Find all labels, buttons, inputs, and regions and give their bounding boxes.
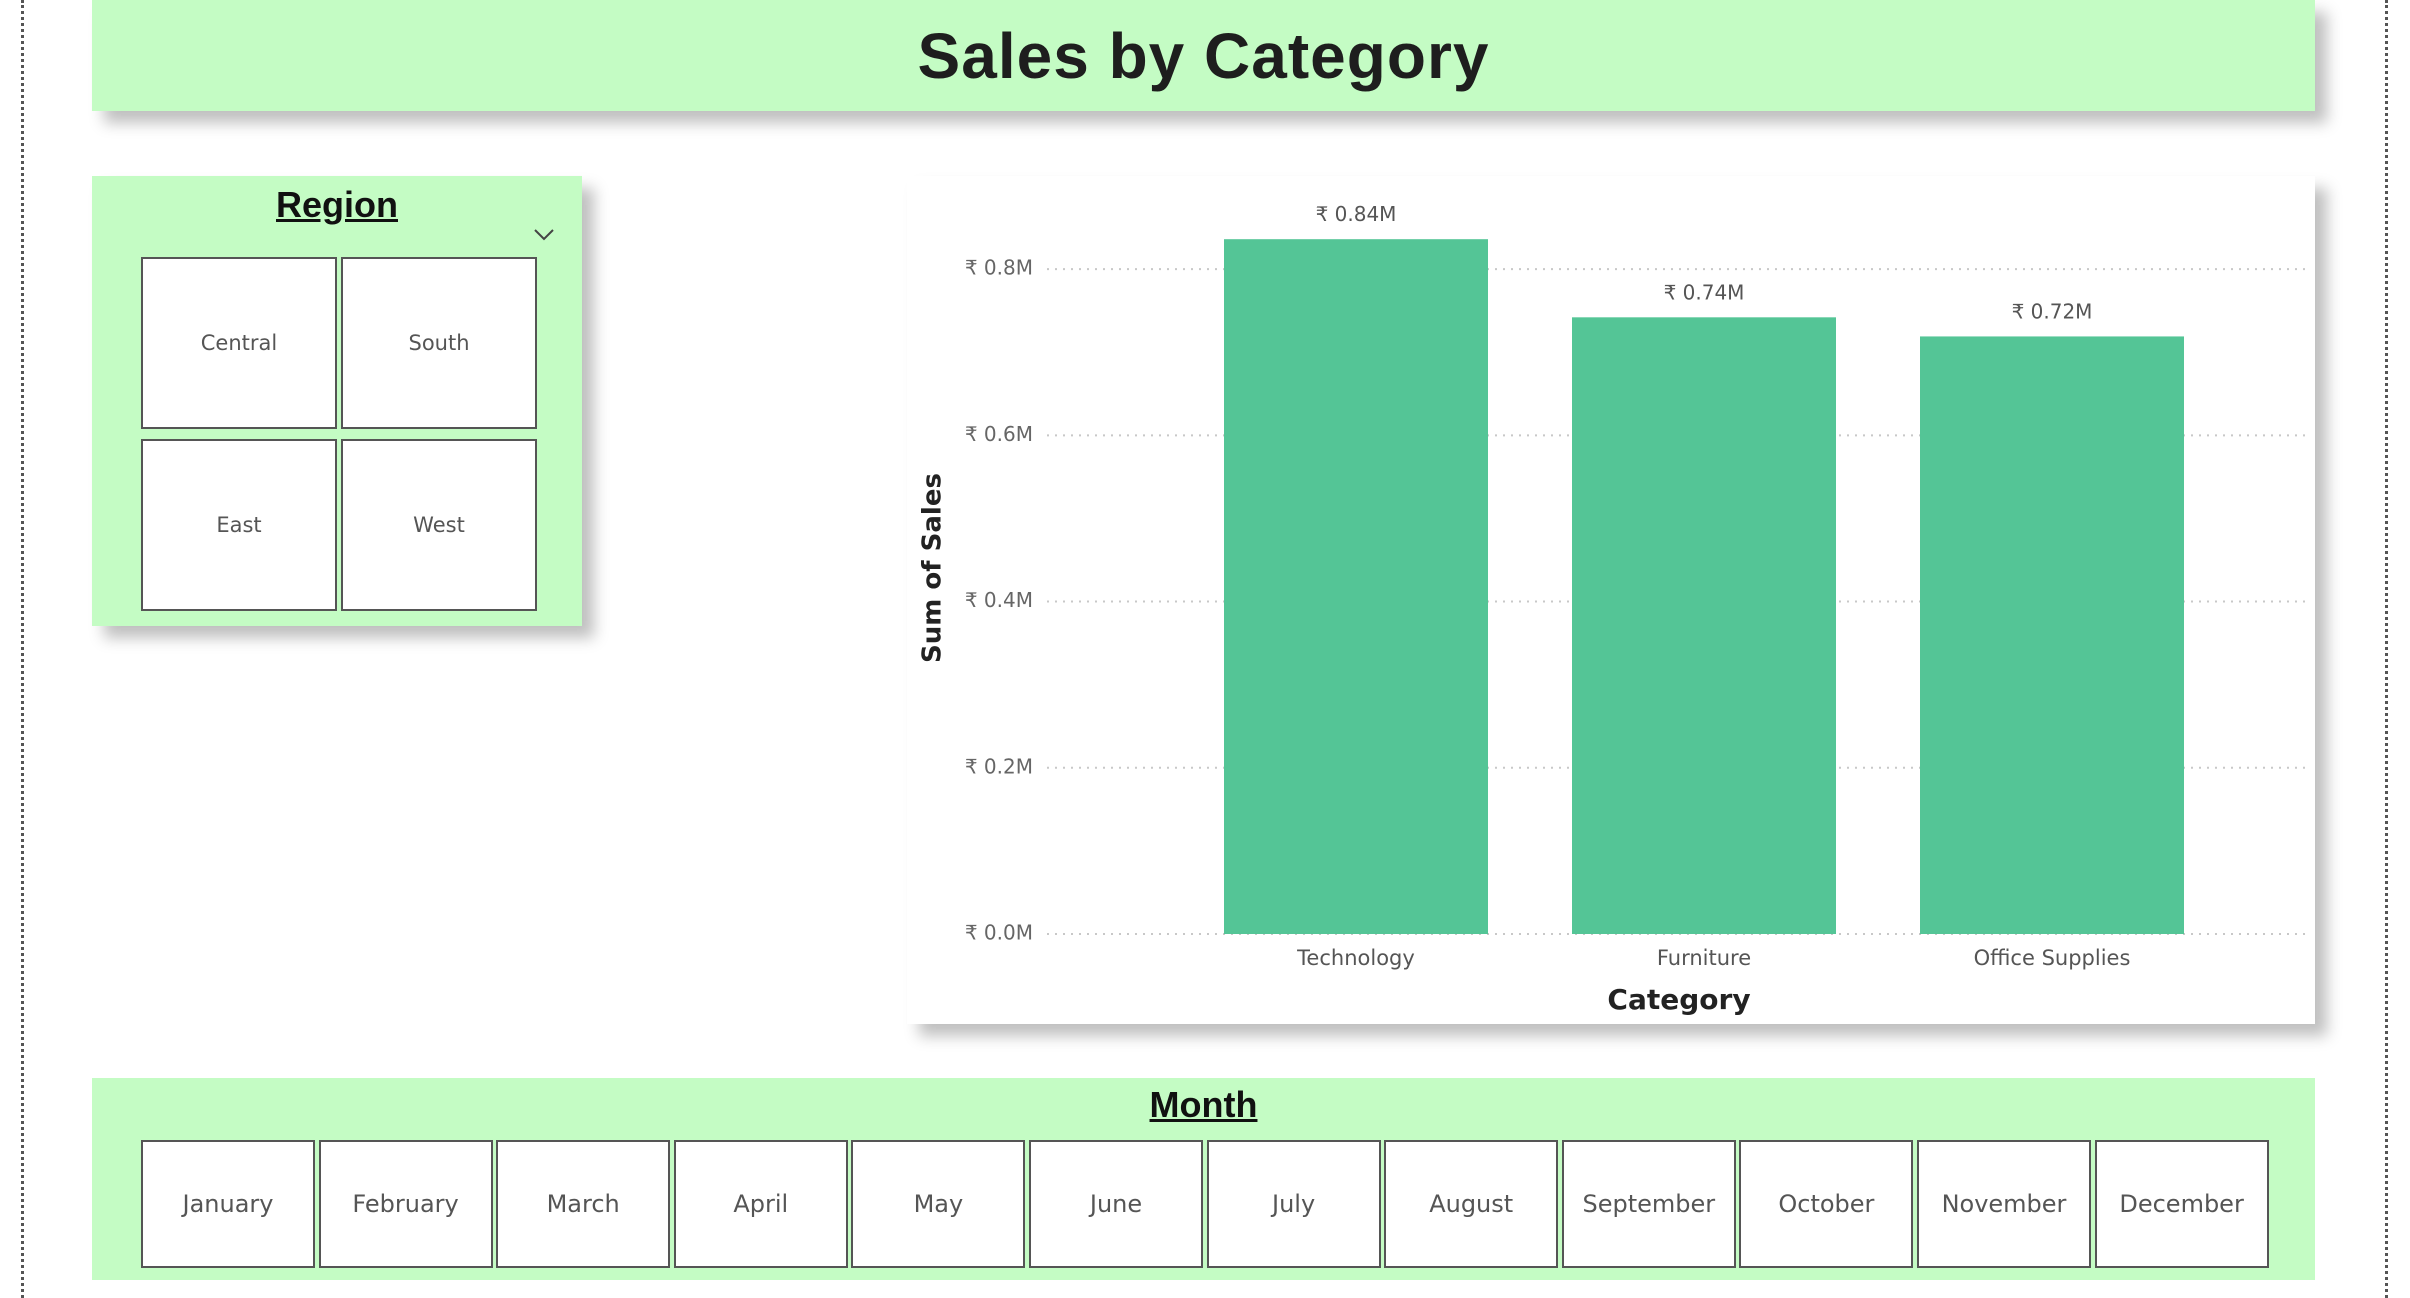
y-tick-label: ₹ 0.2M [965,754,1033,778]
bar-technology[interactable] [1224,239,1488,935]
chevron-down-icon[interactable] [532,222,556,246]
x-tick-label: Furniture [1657,946,1751,970]
title-banner: Sales by Category [92,0,2315,111]
bar-chart-svg: ₹ 0.0M₹ 0.2M₹ 0.4M₹ 0.6M₹ 0.8M ₹ 0.84M₹ … [918,202,2307,1016]
region-options: Central South East West [141,257,537,613]
page-title: Sales by Category [917,19,1490,92]
region-option-west[interactable]: West [341,439,537,611]
region-slicer-title: Region [276,184,398,225]
month-option-february[interactable]: February [318,1140,493,1268]
y-tick-label: ₹ 0.8M [965,256,1033,280]
page-boundary-left [21,0,24,1298]
data-label: ₹ 0.72M [2012,299,2093,323]
month-slicer: Month January February March April May June Ju… [92,1078,2315,1280]
x-axis-title: Category [1607,983,1750,1016]
month-option-october[interactable]: October [1739,1140,1914,1268]
month-option-november[interactable]: November [1917,1140,2091,1268]
month-option-september[interactable]: September [1561,1140,1736,1268]
data-label: ₹ 0.84M [1316,202,1397,226]
month-option-august[interactable]: August [1384,1140,1559,1268]
month-option-june[interactable]: June [1029,1140,1203,1268]
region-option-south[interactable]: South [341,257,537,429]
bar-furniture[interactable] [1572,317,1836,934]
month-option-may[interactable]: May [851,1140,1026,1268]
x-tick-label: Technology [1296,946,1415,970]
region-option-east[interactable]: East [141,439,337,611]
chart-bars [1224,239,2184,935]
month-option-january[interactable]: January [141,1140,315,1268]
region-option-central[interactable]: Central [141,257,337,429]
month-option-july[interactable]: July [1206,1140,1381,1268]
y-tick-label: ₹ 0.0M [965,921,1033,945]
page-boundary-right [2385,0,2388,1298]
bar-office-supplies[interactable] [1920,336,2184,934]
sales-by-category-chart: ₹ 0.0M ₹ 0.2M ₹ 0.4M ₹ 0.6M ₹ 0.8M ₹ 0.84M ₹ … [907,176,2315,1024]
month-option-december[interactable]: December [2094,1140,2269,1268]
y-tick-label: ₹ 0.6M [965,422,1033,446]
y-tick-label: ₹ 0.4M [965,588,1033,612]
y-axis-ticks: ₹ 0.0M ₹ 0.2M ₹ 0.4M ₹ 0.6M ₹ 0.8M [965,256,1033,945]
chart-data-labels: ₹ 0.84M ₹ 0.74M ₹ 0.72M [1316,202,2093,323]
y-axis-title: Sum of Sales [918,473,948,663]
x-axis-ticks: Technology Furniture Office Supplies [1296,946,2130,970]
data-label: ₹ 0.74M [1664,280,1745,304]
month-option-april[interactable]: April [673,1140,848,1268]
month-option-march[interactable]: March [496,1140,671,1268]
month-slicer-title: Month [1149,1084,1258,1125]
x-tick-label: Office Supplies [1974,946,2131,970]
